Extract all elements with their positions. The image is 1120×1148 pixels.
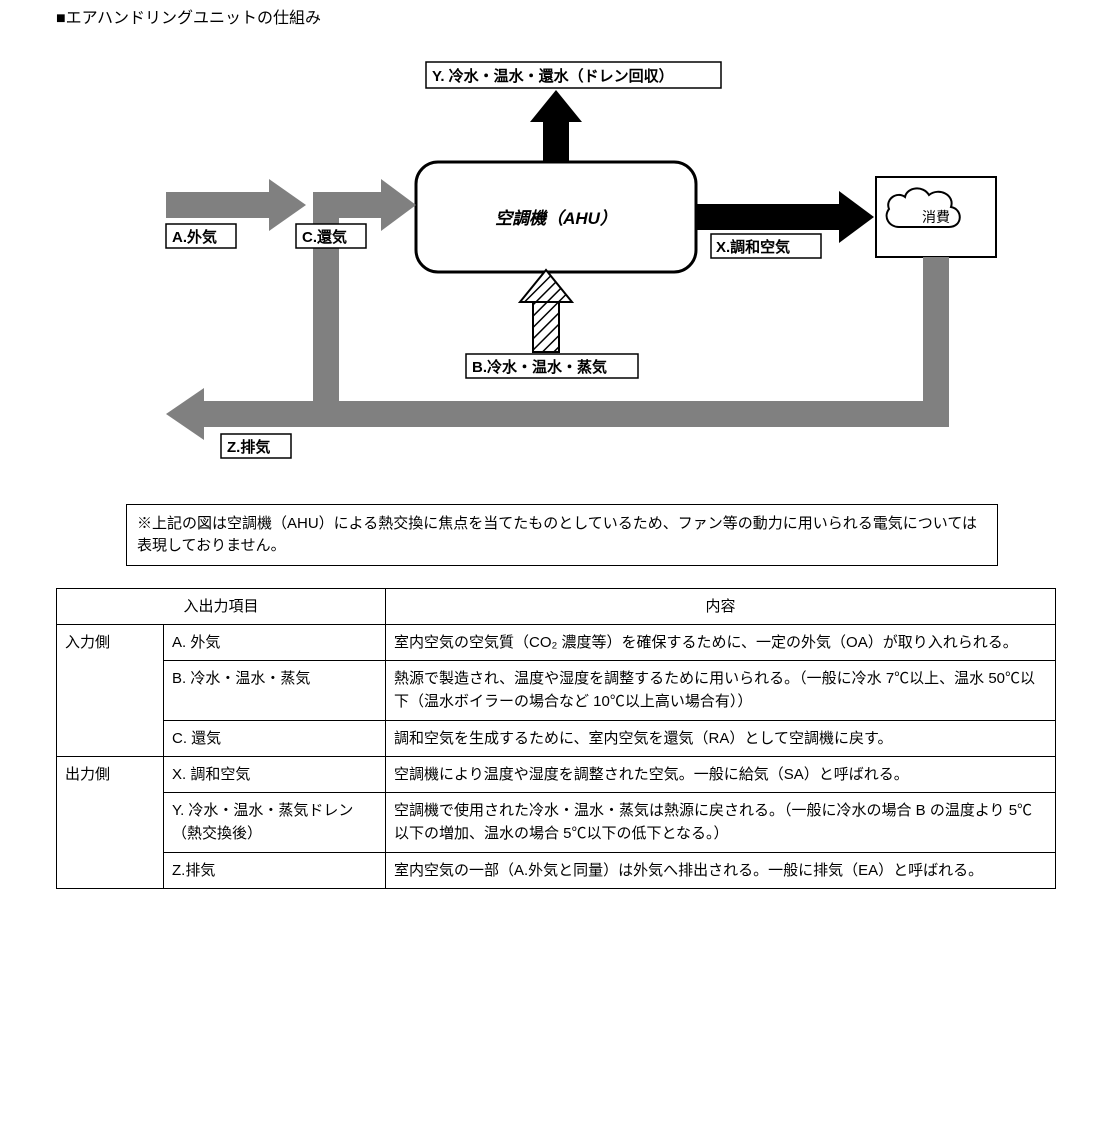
consumer-box: 消費 bbox=[876, 177, 996, 257]
section-heading: ■エアハンドリングユニットの仕組み bbox=[56, 4, 1064, 28]
svg-text:空調機（AHU）: 空調機（AHU） bbox=[495, 209, 617, 228]
cell-item: X. 調和空気 bbox=[164, 756, 386, 792]
th-group: 入出力項目 bbox=[57, 588, 386, 624]
label-box-x: X.調和空気 bbox=[711, 234, 821, 258]
cell-desc: 室内空気の空気質（CO₂ 濃度等）を確保するために、一定の外気（OA）が取り入れ… bbox=[386, 624, 1056, 660]
label-box-a: A.外気 bbox=[166, 224, 236, 248]
ahu-box: 空調機（AHU） bbox=[416, 162, 696, 272]
svg-text:Y. 冷水・温水・還水（ドレン回収）: Y. 冷水・温水・還水（ドレン回収） bbox=[432, 67, 674, 85]
cell-item: Z.排気 bbox=[164, 852, 386, 888]
cell-desc: 室内空気の一部（A.外気と同量）は外気へ排出される。一般に排気（EA）と呼ばれる… bbox=[386, 852, 1056, 888]
svg-text:A.外気: A.外気 bbox=[172, 228, 217, 246]
svg-text:消費: 消費 bbox=[922, 209, 950, 225]
cell-item: Y. 冷水・温水・蒸気ドレン（熱交換後） bbox=[164, 793, 386, 853]
label-box-y: Y. 冷水・温水・還水（ドレン回収） bbox=[426, 62, 721, 88]
table-row: 入力側 A. 外気 室内空気の空気質（CO₂ 濃度等）を確保するために、一定の外… bbox=[57, 624, 1056, 660]
arrow-z bbox=[166, 388, 316, 440]
cell-category: 出力側 bbox=[57, 756, 164, 888]
table-row: 出力側 X. 調和空気 空調機により温度や湿度を調整された空気。一般に給気（SA… bbox=[57, 756, 1056, 792]
arrow-c bbox=[313, 179, 416, 427]
svg-text:X.調和空気: X.調和空気 bbox=[716, 238, 790, 256]
cell-desc: 空調機により温度や湿度を調整された空気。一般に給気（SA）と呼ばれる。 bbox=[386, 756, 1056, 792]
svg-text:B.冷水・温水・蒸気: B.冷水・温水・蒸気 bbox=[472, 358, 607, 376]
label-box-z: Z.排気 bbox=[221, 434, 291, 458]
ahu-diagram: Y. 冷水・温水・還水（ドレン回収） 空調機（AHU） X.調和空気 bbox=[116, 42, 1064, 486]
cell-desc: 空調機で使用された冷水・温水・蒸気は熱源に戻される。（一般に冷水の場合 B の温… bbox=[386, 793, 1056, 853]
cell-item: B. 冷水・温水・蒸気 bbox=[164, 661, 386, 721]
th-desc: 内容 bbox=[386, 588, 1056, 624]
svg-text:Z.排気: Z.排気 bbox=[227, 438, 270, 456]
diagram-note: ※上記の図は空調機（AHU）による熱交換に焦点を当てたものとしているため、ファン… bbox=[126, 504, 998, 566]
return-loop bbox=[313, 257, 949, 427]
svg-text:C.還気: C.還気 bbox=[302, 228, 347, 246]
label-box-b: B.冷水・温水・蒸気 bbox=[466, 354, 638, 378]
table-row: B. 冷水・温水・蒸気 熱源で製造され、温度や湿度を調整するために用いられる。（… bbox=[57, 661, 1056, 721]
arrow-y bbox=[530, 90, 582, 164]
table-row: Y. 冷水・温水・蒸気ドレン（熱交換後） 空調機で使用された冷水・温水・蒸気は熱… bbox=[57, 793, 1056, 853]
cell-category: 入力側 bbox=[57, 624, 164, 756]
cell-desc: 調和空気を生成するために、室内空気を還気（RA）として空調機に戻す。 bbox=[386, 720, 1056, 756]
cell-desc: 熱源で製造され、温度や湿度を調整するために用いられる。（一般に冷水 7℃以上、温… bbox=[386, 661, 1056, 721]
arrow-b bbox=[520, 270, 572, 352]
table-row: Z.排気 室内空気の一部（A.外気と同量）は外気へ排出される。一般に排気（EA）… bbox=[57, 852, 1056, 888]
cell-item: C. 還気 bbox=[164, 720, 386, 756]
table-row: C. 還気 調和空気を生成するために、室内空気を還気（RA）として空調機に戻す。 bbox=[57, 720, 1056, 756]
cell-item: A. 外気 bbox=[164, 624, 386, 660]
label-box-c: C.還気 bbox=[296, 224, 366, 248]
io-table: 入出力項目 内容 入力側 A. 外気 室内空気の空気質（CO₂ 濃度等）を確保す… bbox=[56, 588, 1056, 889]
arrow-a bbox=[166, 179, 306, 231]
